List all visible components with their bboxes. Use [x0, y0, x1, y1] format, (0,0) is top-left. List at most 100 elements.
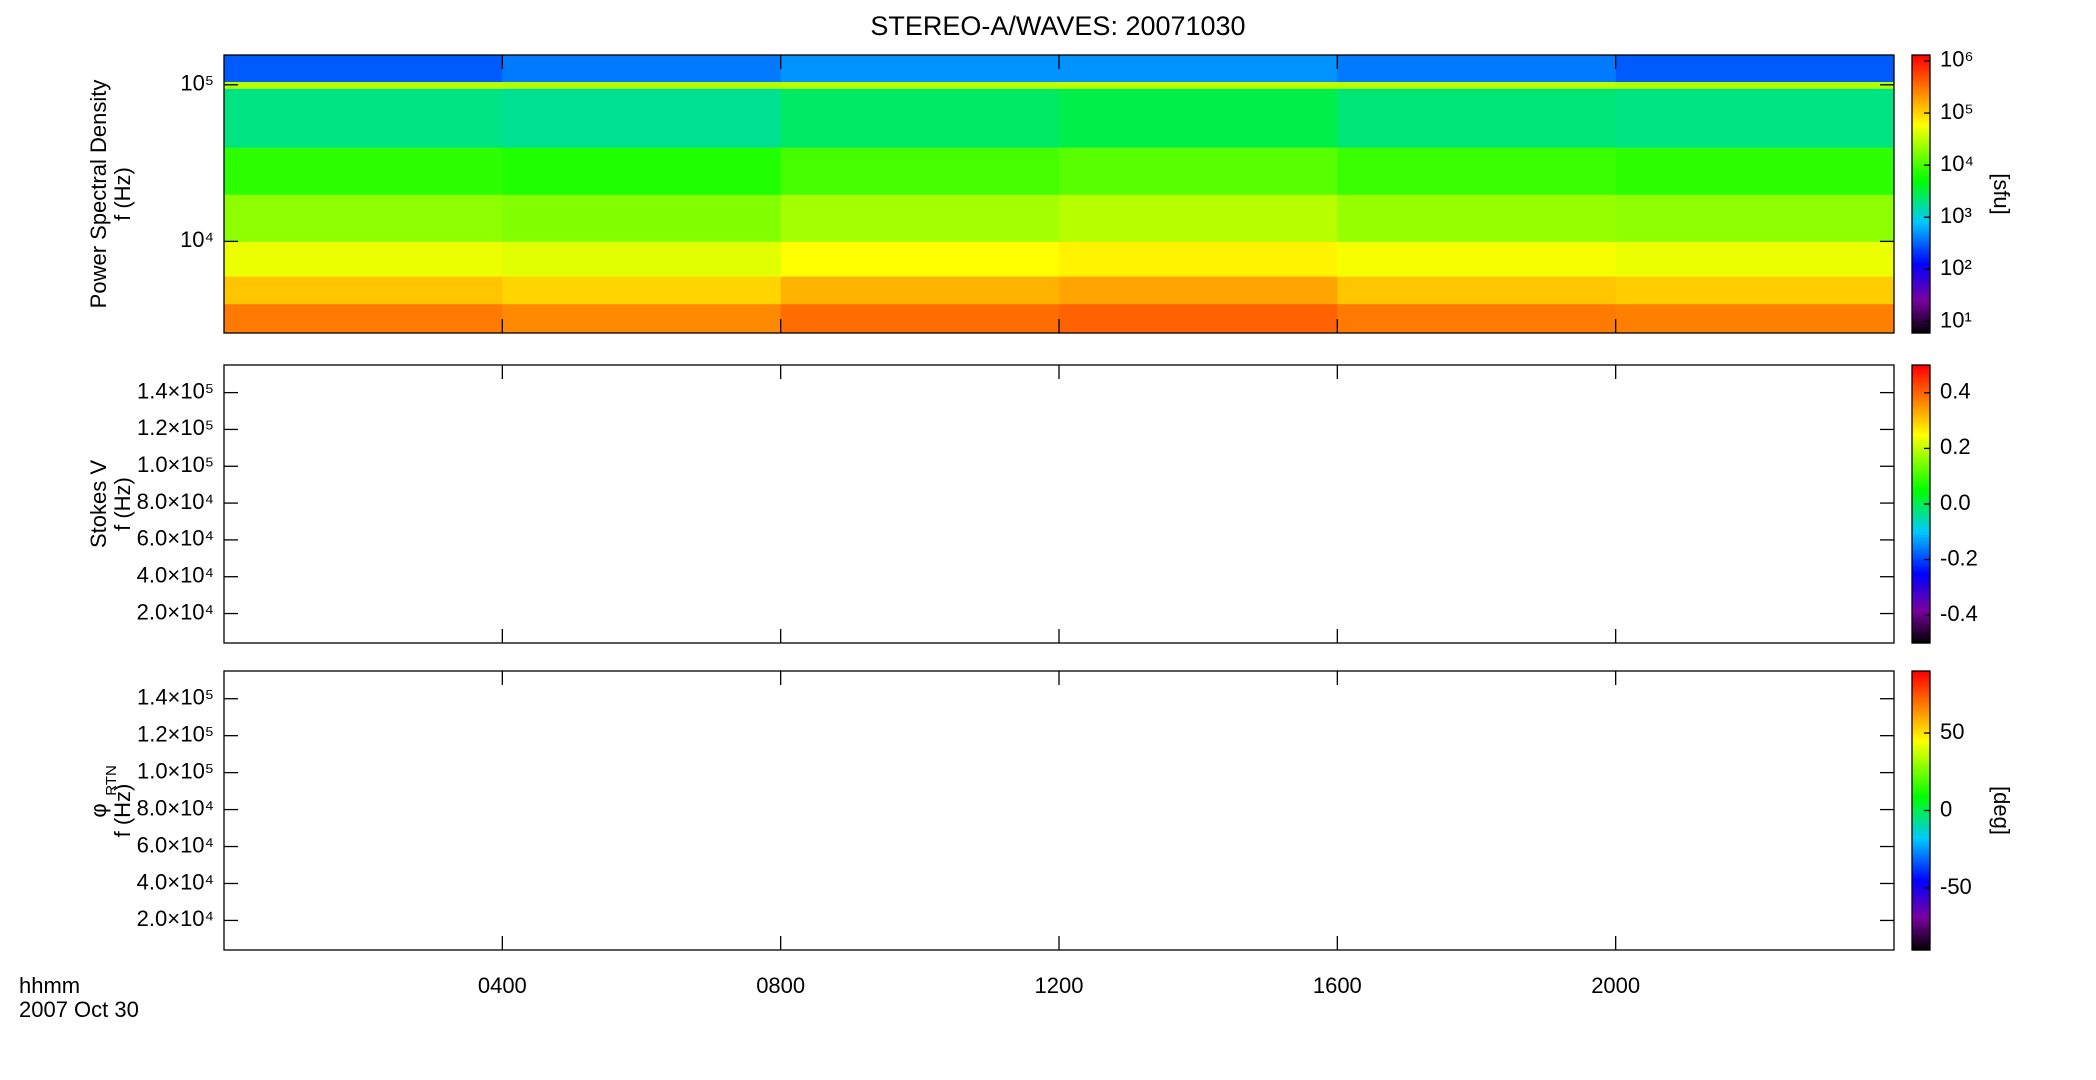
colorbar-band — [1912, 915, 1930, 919]
colorbar-band — [1912, 57, 1930, 61]
colorbar-band — [1912, 722, 1930, 726]
colorbar-band — [1912, 189, 1930, 193]
colorbar-band — [1912, 684, 1930, 688]
colorbar-band — [1912, 256, 1930, 260]
colorbar-band — [1912, 293, 1930, 297]
colorbar-band — [1912, 852, 1930, 856]
colorbar-band — [1912, 726, 1930, 730]
colorbar-band — [1912, 457, 1930, 461]
heatmap-cell — [224, 88, 503, 148]
colorbar-band — [1912, 638, 1930, 642]
colorbar-band — [1912, 117, 1930, 121]
colorbar-band — [1912, 868, 1930, 872]
colorbar-band — [1912, 487, 1930, 491]
heatmap-cell — [224, 303, 503, 334]
colorbar-band — [1912, 323, 1930, 327]
colorbar-band — [1912, 305, 1930, 309]
colorbar-band — [1912, 78, 1930, 82]
colorbar-band — [1912, 736, 1930, 740]
colorbar-band — [1912, 605, 1930, 609]
colorbar-band — [1912, 691, 1930, 695]
colorbar-band — [1912, 418, 1930, 422]
colorbar-band — [1912, 775, 1930, 779]
colorbar-band — [1912, 710, 1930, 714]
colorbar-band — [1912, 191, 1930, 195]
colorbar-band — [1912, 140, 1930, 144]
colorbar-band — [1912, 917, 1930, 921]
colorbar-band — [1912, 931, 1930, 935]
colorbar-band — [1912, 182, 1930, 186]
colorbar-band — [1912, 473, 1930, 477]
colorbar-band — [1912, 321, 1930, 325]
colorbar-band — [1912, 724, 1930, 728]
heatmap-cell — [780, 241, 1060, 277]
colorbar-band — [1912, 80, 1930, 84]
colorbar-band — [1912, 761, 1930, 765]
colorbar-tick-label: 0 — [1940, 796, 1952, 821]
colorbar-band — [1912, 501, 1930, 505]
colorbar-band — [1912, 122, 1930, 126]
colorbar-label: [deg] — [1989, 786, 2014, 835]
heatmap-cell — [224, 241, 503, 277]
colorbar-band — [1912, 89, 1930, 93]
colorbar-band — [1912, 552, 1930, 556]
colorbar-band — [1912, 143, 1930, 146]
colorbar-band — [1912, 159, 1930, 163]
colorbar-band — [1912, 374, 1930, 378]
colorbar-band — [1912, 531, 1930, 535]
colorbar-band — [1912, 94, 1930, 98]
colorbar-band — [1912, 397, 1930, 401]
colorbar-band — [1912, 402, 1930, 405]
colorbar-tick-label: 10⁴ — [1940, 151, 1974, 176]
colorbar-band — [1912, 258, 1930, 262]
heatmap-cell — [1337, 241, 1617, 277]
colorbar-band — [1912, 575, 1930, 579]
colorbar-band — [1912, 729, 1930, 733]
colorbar-band — [1912, 671, 1930, 674]
colorbar-band — [1912, 228, 1930, 232]
colorbar-band — [1912, 108, 1930, 112]
colorbar-band — [1912, 585, 1930, 588]
colorbar-band — [1912, 673, 1930, 677]
colorbar-band — [1912, 708, 1930, 712]
colorbar-band — [1912, 483, 1930, 487]
colorbar-band — [1912, 845, 1930, 849]
colorbar-band — [1912, 924, 1930, 928]
x-tick-label: 0800 — [756, 973, 805, 998]
colorbar-band — [1912, 843, 1930, 846]
heatmap-cell — [1059, 241, 1338, 277]
heatmap-cell — [502, 303, 782, 334]
colorbar-band — [1912, 815, 1930, 819]
colorbar-band — [1912, 478, 1930, 482]
colorbar-band — [1912, 145, 1930, 149]
colorbar-band — [1912, 126, 1930, 130]
heatmap-cell — [780, 303, 1060, 334]
colorbar-frame — [1911, 54, 1931, 334]
colorbar-band — [1912, 427, 1930, 431]
colorbar-band — [1912, 859, 1930, 863]
colorbar-band — [1912, 309, 1930, 313]
colorbar-band — [1912, 513, 1930, 517]
colorbar-band — [1912, 110, 1930, 114]
colorbar-band — [1912, 789, 1930, 793]
y-tick-label: 4.0×10⁴ — [137, 869, 214, 894]
colorbar-band — [1912, 314, 1930, 318]
colorbar-band — [1912, 409, 1930, 412]
colorbar-band — [1912, 73, 1930, 77]
colorbar-band — [1912, 612, 1930, 616]
colorbar-band — [1912, 406, 1930, 410]
colorbar-band — [1912, 469, 1930, 473]
colorbar-band — [1912, 831, 1930, 835]
colorbar-band — [1912, 434, 1930, 438]
colorbar-band — [1912, 415, 1930, 419]
colorbar-band — [1912, 210, 1930, 214]
colorbar-band — [1912, 773, 1930, 777]
colorbar-label: [sfu] — [1989, 173, 2014, 215]
x-tick-label: 0400 — [478, 973, 527, 998]
colorbar-band — [1912, 147, 1930, 151]
colorbar-band — [1912, 388, 1930, 392]
colorbar-band — [1912, 187, 1930, 190]
heatmap-cell — [1059, 55, 1338, 82]
colorbar-band — [1912, 798, 1930, 802]
colorbar-band — [1912, 55, 1930, 58]
